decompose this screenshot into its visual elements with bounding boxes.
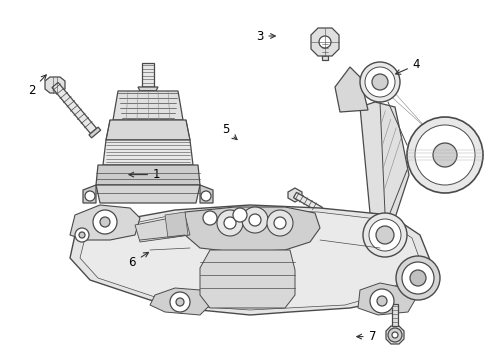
Text: 4: 4 bbox=[396, 58, 420, 74]
Circle shape bbox=[433, 143, 457, 167]
Polygon shape bbox=[185, 207, 320, 252]
Circle shape bbox=[85, 191, 95, 201]
Polygon shape bbox=[89, 127, 101, 138]
Circle shape bbox=[176, 298, 184, 306]
Circle shape bbox=[75, 228, 89, 242]
Polygon shape bbox=[311, 28, 339, 56]
Polygon shape bbox=[386, 326, 404, 344]
Polygon shape bbox=[80, 210, 420, 310]
Polygon shape bbox=[150, 288, 210, 315]
Polygon shape bbox=[70, 205, 140, 240]
Text: 1: 1 bbox=[129, 168, 161, 181]
Circle shape bbox=[242, 207, 268, 233]
Polygon shape bbox=[83, 185, 96, 203]
Circle shape bbox=[365, 67, 395, 97]
Circle shape bbox=[363, 213, 407, 257]
Circle shape bbox=[388, 328, 402, 342]
Polygon shape bbox=[200, 185, 213, 203]
Circle shape bbox=[392, 332, 398, 338]
Polygon shape bbox=[106, 120, 190, 140]
Polygon shape bbox=[322, 42, 328, 60]
Circle shape bbox=[410, 270, 426, 286]
Polygon shape bbox=[103, 140, 193, 165]
Polygon shape bbox=[288, 188, 302, 202]
Circle shape bbox=[249, 214, 261, 226]
Circle shape bbox=[201, 191, 211, 201]
Circle shape bbox=[402, 262, 434, 294]
Text: 3: 3 bbox=[256, 30, 275, 42]
Text: 5: 5 bbox=[221, 123, 237, 140]
Circle shape bbox=[274, 217, 286, 229]
Polygon shape bbox=[45, 77, 65, 93]
Text: 6: 6 bbox=[128, 252, 148, 269]
Polygon shape bbox=[70, 205, 430, 315]
Polygon shape bbox=[294, 192, 322, 213]
Circle shape bbox=[93, 210, 117, 234]
Circle shape bbox=[372, 74, 388, 90]
Circle shape bbox=[396, 256, 440, 300]
Circle shape bbox=[319, 36, 331, 48]
Polygon shape bbox=[96, 185, 200, 203]
Circle shape bbox=[376, 226, 394, 244]
Polygon shape bbox=[113, 91, 183, 120]
Circle shape bbox=[267, 210, 293, 236]
Circle shape bbox=[203, 211, 217, 225]
Circle shape bbox=[233, 208, 247, 222]
Circle shape bbox=[369, 219, 401, 251]
Circle shape bbox=[79, 232, 85, 238]
Circle shape bbox=[415, 125, 475, 185]
Circle shape bbox=[224, 217, 236, 229]
Polygon shape bbox=[142, 63, 154, 90]
Circle shape bbox=[407, 117, 483, 193]
Polygon shape bbox=[52, 82, 97, 134]
Polygon shape bbox=[135, 215, 190, 242]
Text: 2: 2 bbox=[28, 75, 46, 96]
Circle shape bbox=[170, 292, 190, 312]
Polygon shape bbox=[165, 212, 188, 238]
Circle shape bbox=[100, 217, 110, 227]
Polygon shape bbox=[96, 165, 200, 185]
Polygon shape bbox=[358, 283, 415, 315]
Polygon shape bbox=[392, 304, 398, 326]
Text: 7: 7 bbox=[357, 330, 376, 343]
Polygon shape bbox=[138, 87, 158, 91]
Circle shape bbox=[377, 296, 387, 306]
Polygon shape bbox=[200, 250, 295, 308]
Polygon shape bbox=[360, 102, 409, 218]
Polygon shape bbox=[335, 67, 368, 112]
Polygon shape bbox=[328, 230, 400, 270]
Circle shape bbox=[217, 210, 243, 236]
Circle shape bbox=[370, 289, 394, 313]
Circle shape bbox=[360, 62, 400, 102]
